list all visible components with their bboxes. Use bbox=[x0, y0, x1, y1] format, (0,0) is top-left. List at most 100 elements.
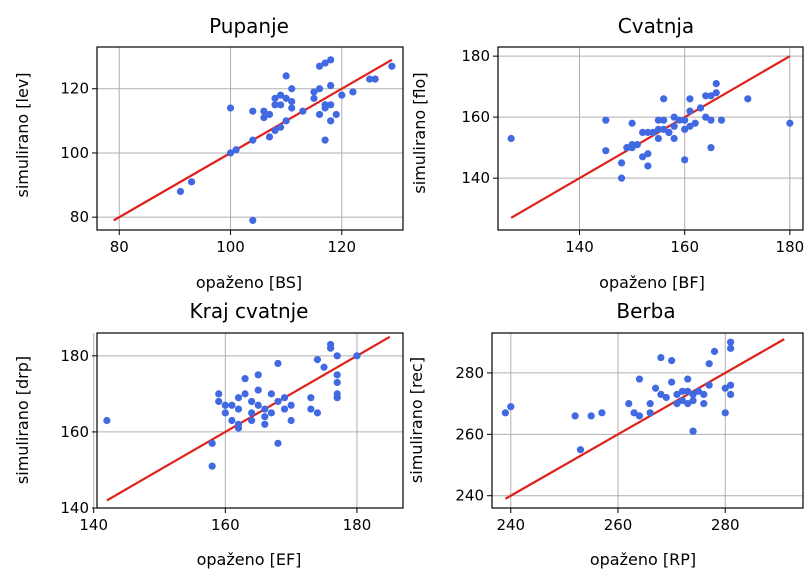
data-point bbox=[271, 101, 279, 109]
axes-frame bbox=[96, 46, 404, 231]
data-point bbox=[333, 378, 341, 387]
data-point bbox=[602, 147, 610, 155]
data-point bbox=[274, 359, 282, 368]
y-axis-label: simulirano [lev] bbox=[13, 72, 32, 197]
data-point bbox=[628, 119, 636, 127]
x-tick-label: 280 bbox=[711, 516, 740, 534]
y-tick-label: 100 bbox=[60, 144, 89, 162]
panel-pupanje: Pupanje opaženo [BS] simulirano [lev] bbox=[13, 14, 302, 292]
y-tick-label: 120 bbox=[60, 80, 89, 98]
data-point bbox=[254, 401, 262, 409]
data-point bbox=[260, 107, 268, 115]
data-point bbox=[702, 92, 710, 100]
data-point bbox=[657, 390, 665, 399]
data-point bbox=[646, 409, 654, 417]
data-point bbox=[315, 62, 324, 70]
data-point bbox=[644, 128, 652, 136]
x-tick-label: 260 bbox=[604, 516, 633, 534]
panel-berba: Berba opaženo [RP] simulirano [rec] bbox=[407, 299, 696, 569]
x-axis-label: opaženo [BS] bbox=[196, 273, 302, 292]
axes-frame bbox=[497, 46, 804, 231]
data-point bbox=[707, 144, 715, 152]
x-axis-label: opaženo [EF] bbox=[197, 550, 302, 569]
data-point bbox=[313, 356, 322, 364]
y-axis-label: simulirano [rec] bbox=[407, 357, 426, 483]
data-point bbox=[287, 401, 295, 409]
data-point bbox=[234, 405, 243, 413]
plot-area: 80 100 120 80 100 120 bbox=[60, 46, 404, 256]
data-point bbox=[288, 85, 296, 93]
data-point bbox=[226, 104, 235, 112]
data-point bbox=[265, 133, 274, 141]
data-point bbox=[654, 134, 662, 143]
data-point bbox=[234, 424, 243, 432]
data-point bbox=[241, 375, 249, 383]
data-point bbox=[686, 107, 694, 115]
data-point bbox=[694, 387, 703, 395]
data-point bbox=[277, 91, 285, 99]
panel-title: Berba bbox=[616, 299, 675, 323]
fit-line bbox=[504, 338, 785, 500]
y-axis-label: simulirano [drp] bbox=[13, 356, 32, 484]
data-point bbox=[282, 72, 290, 80]
data-point bbox=[660, 116, 668, 124]
data-point bbox=[673, 400, 681, 408]
data-point bbox=[507, 134, 515, 143]
x-tick-label: 240 bbox=[496, 516, 525, 534]
panel-cvatnja: Cvatnja opaženo [BF] simulirano [flo] bbox=[410, 14, 705, 292]
data-point bbox=[333, 352, 341, 360]
data-point bbox=[282, 94, 290, 102]
x-tick-label: 140 bbox=[565, 238, 594, 256]
data-point bbox=[313, 409, 322, 417]
data-point bbox=[371, 75, 379, 83]
data-point bbox=[646, 400, 654, 408]
data-point bbox=[307, 405, 315, 413]
fit-line bbox=[510, 55, 791, 219]
data-point bbox=[321, 104, 329, 112]
data-point bbox=[267, 409, 275, 417]
data-point bbox=[320, 363, 328, 371]
data-point bbox=[221, 401, 229, 409]
data-point bbox=[654, 116, 662, 124]
data-point bbox=[700, 390, 708, 399]
data-point bbox=[576, 446, 585, 454]
data-point bbox=[333, 394, 341, 402]
data-point bbox=[249, 107, 257, 115]
data-point bbox=[277, 123, 285, 131]
y-axis-label: simulirano [flo] bbox=[410, 72, 429, 193]
data-point bbox=[673, 390, 681, 399]
data-point bbox=[249, 216, 257, 224]
data-point bbox=[670, 134, 678, 143]
data-point bbox=[678, 387, 686, 395]
data-point bbox=[696, 104, 705, 112]
plot-content bbox=[113, 56, 396, 224]
data-point bbox=[501, 409, 510, 417]
data-point bbox=[267, 390, 275, 398]
data-point bbox=[717, 116, 726, 124]
data-point bbox=[635, 412, 644, 420]
plot-area: 140 160 180 140 160 180 bbox=[60, 332, 404, 534]
fit-line bbox=[106, 335, 391, 502]
data-point bbox=[254, 386, 262, 394]
data-point bbox=[712, 80, 720, 88]
data-point bbox=[744, 95, 752, 103]
data-point bbox=[315, 85, 324, 93]
data-point bbox=[681, 156, 689, 164]
data-point bbox=[571, 412, 579, 420]
data-point bbox=[668, 378, 676, 386]
data-point bbox=[232, 146, 240, 154]
x-axis-label: opaženo [RP] bbox=[590, 550, 696, 569]
data-point bbox=[684, 400, 692, 408]
y-tick-label: 160 bbox=[461, 108, 490, 126]
data-point bbox=[727, 390, 735, 399]
y-tick-label: 80 bbox=[70, 208, 89, 226]
y-tick-label: 160 bbox=[60, 423, 89, 441]
data-point bbox=[639, 153, 647, 161]
data-point bbox=[332, 110, 340, 119]
data-point bbox=[633, 141, 641, 149]
data-point bbox=[215, 397, 223, 406]
data-point bbox=[649, 128, 657, 136]
data-point bbox=[366, 75, 374, 83]
data-point bbox=[327, 56, 335, 64]
